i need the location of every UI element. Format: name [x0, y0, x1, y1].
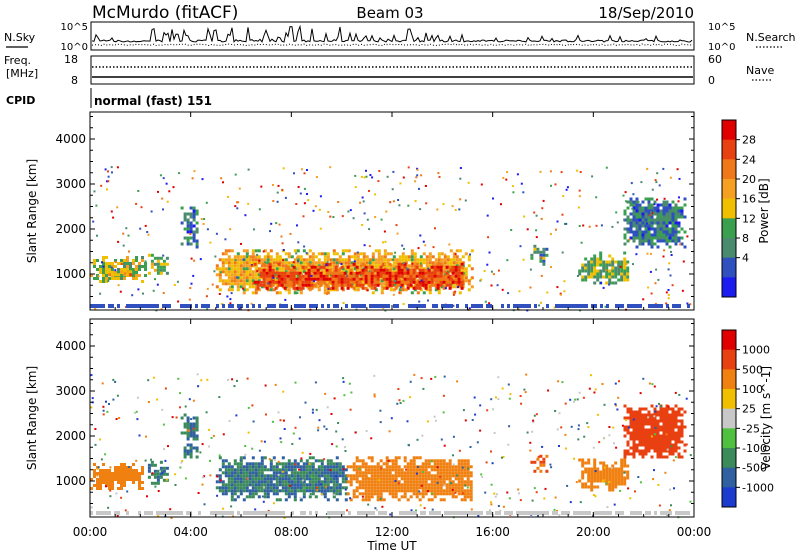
- power-y-tick-label: 4000: [55, 132, 86, 146]
- nave-tick-low: 0: [708, 74, 715, 87]
- velocity-colorbar: 1000 500 100 25 -25 -100 -500 -1000: [721, 329, 774, 508]
- beam-title: Beam 03: [356, 4, 423, 22]
- velocity-colorbar-tick: -500: [742, 462, 767, 475]
- x-tick-label: 04:00: [173, 525, 208, 539]
- power-scatter: [90, 166, 692, 312]
- freq-tick-high: 18: [64, 53, 78, 66]
- velocity-colorbar-tick: 1000: [742, 344, 770, 357]
- velocity-colorbar-swatch: [722, 330, 736, 351]
- power-region-8: [623, 197, 687, 249]
- power-colorbar-swatch: [722, 139, 736, 160]
- power-colorbar-swatch: [722, 238, 736, 259]
- velocity-colorbar-swatch: [722, 467, 736, 488]
- velocity-colorbar-tick: 25: [742, 403, 756, 416]
- freq-panel: Freq. [MHz] 18 8 60 0 Nave: [4, 53, 774, 87]
- power-colorbar-tick: 4: [742, 252, 749, 265]
- velocity-y-tick-label: 3000: [55, 384, 86, 398]
- power-colorbar-swatch: [722, 120, 736, 141]
- velocity-colorbar-label: Velocity [m s^-1]: [759, 366, 773, 470]
- power-y-tick-label: 3000: [55, 177, 86, 191]
- x-tick-label: 16:00: [475, 525, 510, 539]
- freq-label-1: Freq.: [4, 54, 31, 67]
- velocity-panel: 1000 2000 3000 4000 Slant Range [km]: [25, 318, 695, 519]
- power-colorbar-swatch: [722, 159, 736, 180]
- cpid-value: normal (fast) 151: [94, 94, 212, 108]
- power-colorbar-tick: 12: [742, 212, 756, 225]
- date-title: 18/Sep/2010: [598, 4, 694, 22]
- freq-tick-low: 8: [71, 74, 78, 87]
- nave-tick-high: 60: [708, 53, 722, 66]
- velocity-region-2: [180, 413, 199, 459]
- velocity-y-tick-label: 4000: [55, 339, 86, 353]
- power-region-6: [530, 244, 549, 266]
- noise-search-label: N.Search: [746, 31, 796, 44]
- x-tick-label: 00:00: [677, 525, 712, 539]
- x-axis-label: Time UT: [366, 539, 417, 553]
- freq-label-2: [MHz]: [6, 67, 38, 80]
- power-region-2: [147, 253, 169, 275]
- cpid-label: CPID: [6, 94, 35, 107]
- power-region-3: [180, 206, 199, 249]
- velocity-colorbar-tick: -25: [742, 422, 760, 435]
- velocity-y-tick-label: 2000: [55, 429, 86, 443]
- noise-left-tick-low: 10^0: [61, 42, 88, 53]
- velocity-region-5: [530, 454, 549, 473]
- power-y-tick-label: 1000: [55, 267, 86, 281]
- noise-sky-label: N.Sky: [4, 31, 36, 44]
- velocity-region-7: [623, 404, 687, 459]
- power-colorbar-swatch: [722, 257, 736, 278]
- noise-right-tick-low: 10^0: [708, 42, 735, 53]
- x-tick-label: 12:00: [375, 525, 410, 539]
- velocity-colorbar-swatch: [722, 369, 736, 390]
- velocity-colorbar-tick: -100: [742, 442, 767, 455]
- velocity-colorbar-tick: 100: [742, 383, 763, 396]
- power-colorbar-label: Power [dB]: [757, 178, 771, 243]
- velocity-colorbar-swatch: [722, 428, 736, 449]
- power-colorbar-swatch: [722, 198, 736, 219]
- power-colorbar-tick: 24: [742, 153, 756, 166]
- velocity-region-4: [346, 456, 473, 502]
- nave-label: Nave: [746, 64, 774, 77]
- velocity-region-0: [90, 463, 144, 490]
- power-region-7: [578, 251, 630, 285]
- power-colorbar-tick: 20: [742, 173, 756, 186]
- velocity-y-tick-label: 1000: [55, 474, 86, 488]
- noise-sky-trace: [91, 24, 693, 43]
- power-y-tick-label: 2000: [55, 222, 86, 236]
- station-title: McMurdo (fitACF): [92, 3, 238, 23]
- x-tick-label: 20:00: [576, 525, 611, 539]
- x-tick-label: 00:00: [73, 525, 108, 539]
- velocity-colorbar-swatch: [722, 408, 736, 429]
- power-y-axis-label: Slant Range [km]: [25, 159, 39, 263]
- time-axis: 00:00 04:00 08:00 12:00 16:00 20:00 00:00: [73, 112, 712, 539]
- noise-left-tick-high: 10^5: [61, 22, 88, 33]
- velocity-colorbar-swatch: [722, 448, 736, 469]
- velocity-colorbar-swatch: [722, 349, 736, 370]
- power-colorbar-swatch: [722, 277, 736, 298]
- power-colorbar-swatch: [722, 179, 736, 200]
- velocity-colorbar-tick: -1000: [742, 481, 774, 494]
- power-colorbar-swatch: [722, 218, 736, 239]
- noise-right-tick-high: 10^5: [708, 22, 735, 33]
- velocity-colorbar-swatch: [722, 487, 736, 508]
- velocity-scatter: [90, 373, 692, 519]
- power-panel: 1000 2000 3000 4000 Slant Range [km]: [25, 111, 695, 312]
- power-colorbar: 28 24 20 16 12 8 4: [721, 119, 756, 298]
- velocity-colorbar-tick: 500: [742, 363, 763, 376]
- noise-search-trace: [91, 43, 693, 47]
- power-colorbar-tick: 28: [742, 134, 756, 147]
- velocity-y-axis-label: Slant Range [km]: [25, 366, 39, 470]
- velocity-colorbar-swatch: [722, 389, 736, 410]
- cpid-panel: CPID normal (fast) 151: [6, 88, 212, 108]
- x-tick-label: 08:00: [274, 525, 309, 539]
- power-colorbar-tick: 16: [742, 193, 756, 206]
- power-colorbar-tick: 8: [742, 232, 749, 245]
- noise-panel: N.Sky 10^5 10^0 10^5 10^0 N.Search: [4, 21, 796, 53]
